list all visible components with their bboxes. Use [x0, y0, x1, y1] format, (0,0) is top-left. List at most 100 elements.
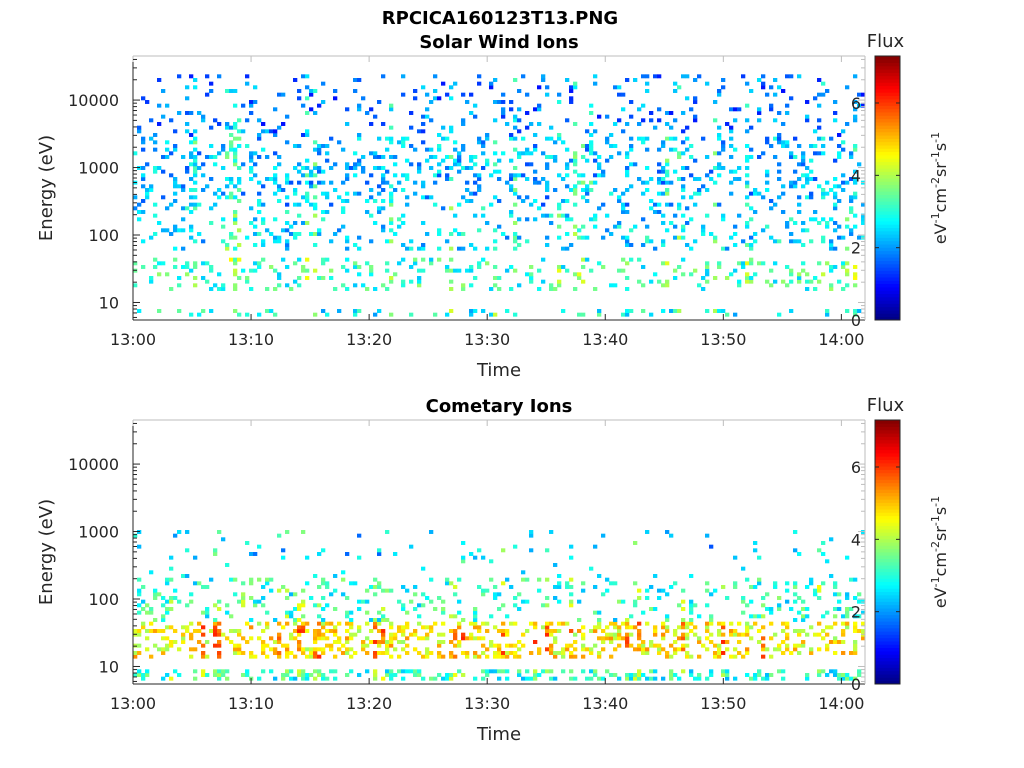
solar-wind-cell	[829, 283, 834, 288]
solar-wind-cell	[261, 129, 266, 134]
cometary-ions-cell	[437, 643, 442, 648]
solar-wind-cell	[537, 122, 542, 126]
solar-wind-cell	[629, 184, 634, 189]
cometary-ions-cell	[401, 625, 406, 630]
solar-wind-cell	[581, 173, 586, 178]
cometary-ions-cell	[645, 621, 650, 626]
solar-wind-cell	[781, 144, 786, 148]
solar-wind-cell	[337, 228, 342, 233]
cometary-ions-cell	[161, 603, 166, 608]
cometary-ions-cell	[753, 673, 758, 677]
solar-wind-cell	[793, 221, 798, 225]
cometary-ions-cell	[161, 618, 166, 622]
cometary-ions-cell	[801, 599, 806, 604]
solar-wind-cell	[497, 287, 502, 291]
cometary-ions-cell	[325, 676, 330, 681]
solar-wind-cell	[317, 147, 322, 152]
solar-wind-cell	[537, 206, 542, 211]
solar-wind-cell	[817, 103, 822, 108]
solar-wind-cell	[601, 265, 606, 269]
solar-wind-cell	[497, 100, 502, 104]
solar-wind-cell	[261, 122, 266, 126]
solar-wind-cell	[449, 268, 454, 273]
solar-wind-cell	[193, 85, 198, 90]
cometary-ions-cell	[249, 596, 254, 600]
cometary-ions-cell	[761, 625, 766, 630]
solar-wind-cell	[141, 199, 146, 203]
cometary-ions-cell	[733, 654, 738, 659]
solar-wind-cell	[481, 213, 486, 218]
cometary-ions-cell	[205, 654, 210, 659]
cometary-ions-cell	[481, 669, 486, 674]
solar-wind-cell	[357, 133, 362, 137]
solar-wind-cell	[817, 261, 822, 266]
cometary-ions-cell	[761, 614, 766, 619]
solar-wind-cell	[149, 279, 154, 284]
solar-wind-cell	[225, 151, 230, 156]
cometary-ions-cell	[237, 643, 242, 648]
cometary-ions-cell	[757, 640, 762, 644]
cometary-ions-cell	[569, 585, 574, 589]
cometary-ions-cell	[765, 673, 770, 677]
solar-wind-title: Solar Wind Ions	[419, 32, 578, 53]
solar-wind-cell	[321, 180, 326, 185]
cometary-ions-cell	[293, 607, 298, 611]
cometary-ions-cell	[665, 625, 670, 630]
cometary-ions-cell	[217, 640, 222, 644]
solar-wind-cell	[561, 177, 566, 181]
solar-wind-cell	[177, 228, 182, 233]
cometary-ions-colorbar-segment	[875, 420, 900, 424]
cometary-ions-cell	[733, 555, 738, 560]
solar-wind-cell	[425, 195, 430, 200]
solar-wind-cell	[685, 74, 690, 79]
cometary-ions-cell	[473, 654, 478, 659]
cometary-ions-cell	[153, 596, 158, 600]
cometary-ions-cell	[553, 676, 558, 681]
solar-wind-cell	[493, 78, 498, 82]
cometary-ions-cell	[289, 636, 294, 641]
solar-wind-cell	[477, 81, 482, 86]
cometary-ions-cell	[413, 629, 418, 633]
solar-wind-cell	[617, 118, 622, 123]
cometary-ions-colorbar-segment	[875, 519, 900, 523]
cometary-ions-cell	[629, 614, 634, 619]
solar-wind-cell	[493, 140, 498, 145]
solar-wind-cell	[525, 239, 530, 244]
solar-wind-cell	[797, 202, 802, 207]
solar-wind-cell	[425, 232, 430, 236]
solar-wind-colorbar-units: eV-1cm-2sr-1s-1	[929, 132, 950, 244]
solar-wind-cell	[553, 188, 558, 192]
solar-wind-cell	[377, 206, 382, 211]
cometary-ions-cell	[629, 643, 634, 648]
solar-wind-cell	[333, 232, 338, 236]
solar-wind-cell	[565, 199, 570, 203]
solar-wind-x-axis-label: Time	[476, 360, 521, 381]
cometary-ions-cell	[561, 621, 566, 626]
cometary-ions-cell	[809, 581, 814, 586]
solar-wind-cell	[617, 268, 622, 273]
cometary-ions-cell	[401, 669, 406, 674]
solar-wind-cell	[589, 111, 594, 115]
solar-wind-cell	[613, 122, 618, 126]
cometary-ions-cell	[793, 599, 798, 604]
cometary-ions-cell	[557, 599, 562, 604]
solar-wind-cell	[713, 202, 718, 207]
cometary-ions-cell	[733, 581, 738, 586]
solar-wind-cell	[661, 177, 666, 181]
solar-wind-cell	[229, 144, 234, 148]
solar-wind-cell	[213, 191, 218, 196]
cometary-ions-cell	[165, 647, 170, 652]
cometary-ions-colorbar-segment	[875, 561, 900, 566]
cometary-ions-cell	[305, 581, 310, 586]
solar-wind-cell	[329, 166, 334, 170]
solar-wind-cell	[513, 202, 518, 207]
solar-wind-cell	[213, 155, 218, 159]
solar-wind-cell	[177, 184, 182, 189]
cometary-ions-cell	[853, 596, 858, 600]
cometary-ions-cell	[609, 636, 614, 641]
cometary-ions-cell	[441, 610, 446, 615]
solar-wind-cell	[309, 92, 314, 97]
solar-wind-cell	[793, 180, 798, 185]
cometary-ions-cell	[401, 632, 406, 637]
solar-wind-cell	[341, 265, 346, 269]
